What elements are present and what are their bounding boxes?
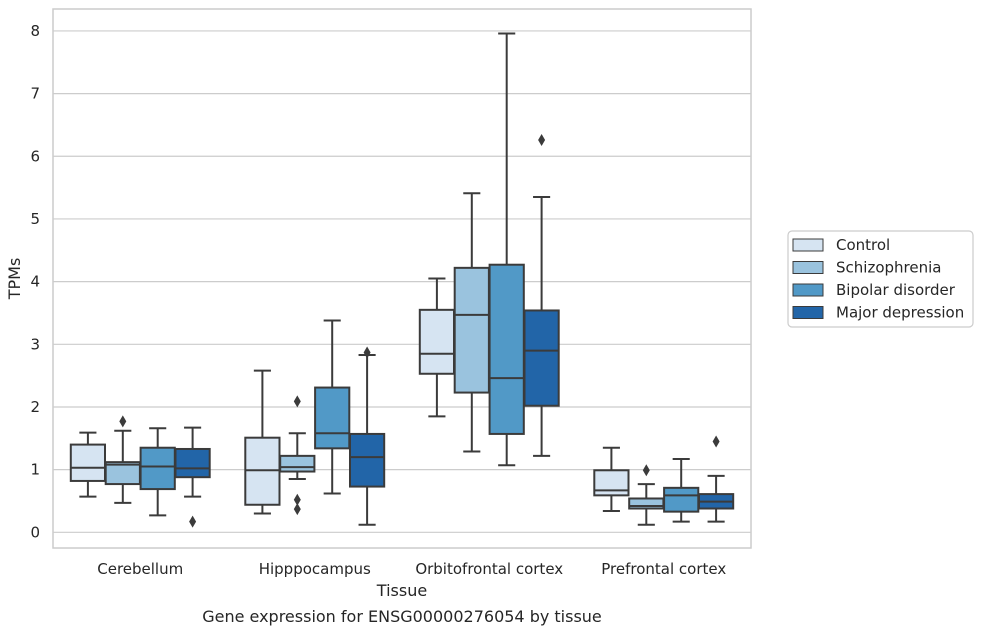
legend-item: Control xyxy=(792,236,890,254)
box-plot-item xyxy=(104,415,141,504)
box-plot-item xyxy=(453,192,490,453)
legend-swatch xyxy=(792,238,824,252)
series-bipolar-disorder xyxy=(139,32,700,523)
legend-label: Major depression xyxy=(836,304,964,322)
outlier-point xyxy=(712,435,720,448)
legend-swatch xyxy=(792,261,824,274)
box-iqr xyxy=(523,309,560,407)
legend-frame xyxy=(787,230,974,328)
box-iqr xyxy=(279,454,316,473)
series-control xyxy=(69,277,630,515)
legend-swatch xyxy=(792,306,824,319)
box-plot-item xyxy=(348,346,386,526)
box-plot-item xyxy=(174,426,211,528)
box-plot-item xyxy=(244,369,281,515)
y-tick-label: 2 xyxy=(30,398,40,416)
y-tick-label: 1 xyxy=(30,461,40,479)
outlier-point xyxy=(642,464,650,477)
x-tick-label: Cerebellum xyxy=(97,560,183,578)
chart-caption: Gene expression for ENSG00000276054 by t… xyxy=(202,607,602,626)
legend-swatch xyxy=(792,283,824,297)
plot-frame xyxy=(52,8,752,549)
box-iqr xyxy=(663,486,700,513)
box-iqr xyxy=(348,432,386,488)
box-plot-item xyxy=(593,446,630,513)
outlier-point xyxy=(189,515,197,528)
box-iqr xyxy=(174,447,211,479)
x-tick-label: Prefrontal cortex xyxy=(601,560,726,578)
series-major-depression xyxy=(174,133,735,528)
box-iqr xyxy=(418,308,456,375)
box-plot-item xyxy=(69,431,107,498)
box-iqr xyxy=(593,469,630,497)
box-plot-item xyxy=(279,395,316,516)
y-tick-label: 7 xyxy=(30,85,40,103)
box-iqr xyxy=(69,443,107,482)
y-tick-label: 5 xyxy=(30,210,40,228)
outlier-point xyxy=(363,346,371,359)
y-tick-label: 3 xyxy=(30,335,40,353)
x-tick-label: Orbitofrontal cortex xyxy=(415,560,563,578)
legend: Control Schizophrenia Bipolar disorder Majo… xyxy=(787,230,974,328)
y-tick-label: 4 xyxy=(30,273,40,291)
outlier-point xyxy=(293,493,301,506)
outlier-point xyxy=(293,395,301,408)
outlier-point xyxy=(293,503,301,516)
box-iqr xyxy=(453,266,490,394)
box-plot-series xyxy=(69,32,735,528)
y-tick-label: 6 xyxy=(30,147,40,165)
legend-item: Bipolar disorder xyxy=(792,281,956,299)
box-plot-item xyxy=(139,427,176,517)
y-tick-label: 0 xyxy=(30,523,40,541)
x-tick-labels: Cerebellum Hipppocampus Orbitofrontal cort… xyxy=(97,560,726,578)
y-tick-labels: 0 1 2 3 4 5 6 7 8 xyxy=(30,22,40,541)
box-iqr xyxy=(314,386,351,450)
box-iqr xyxy=(628,497,665,510)
box-plot-item xyxy=(697,435,735,523)
legend-label: Control xyxy=(836,236,890,254)
box-iqr xyxy=(139,446,176,491)
y-tick-label: 8 xyxy=(30,22,40,40)
box-plot-item xyxy=(314,319,351,495)
legend-label: Schizophrenia xyxy=(836,259,941,277)
box-plot-item xyxy=(488,32,525,467)
legend-item: Major depression xyxy=(792,304,964,322)
x-tick-label: Hipppocampus xyxy=(259,560,371,578)
y-axis-label: TPMs xyxy=(5,258,24,301)
outlier-point xyxy=(119,415,127,428)
x-axis-label: Tissue xyxy=(376,581,427,600)
box-iqr xyxy=(488,263,525,435)
box-plot-item xyxy=(663,458,700,523)
legend-item: Schizophrenia xyxy=(792,259,941,277)
box-plot-item xyxy=(418,277,456,418)
outlier-point xyxy=(538,133,546,146)
series-schizophrenia xyxy=(104,192,665,526)
box-plot-item xyxy=(523,133,560,457)
legend-label: Bipolar disorder xyxy=(836,281,956,299)
box-plot-item xyxy=(628,464,665,526)
